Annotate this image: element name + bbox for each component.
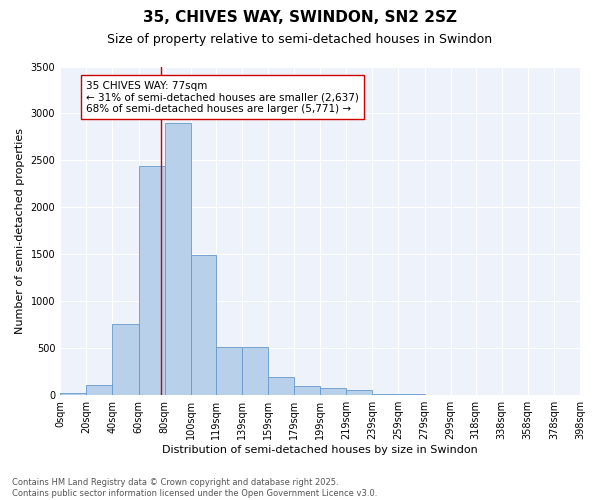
Bar [112,324,139,395]
Bar [242,348,268,395]
Bar [164,123,191,395]
Bar [191,256,215,395]
Y-axis label: Number of semi-detached properties: Number of semi-detached properties [15,128,25,334]
X-axis label: Distribution of semi-detached houses by size in Swindon: Distribution of semi-detached houses by … [162,445,478,455]
Bar [86,385,112,395]
Bar [320,388,346,395]
Bar [139,166,164,395]
Bar [215,348,242,395]
Bar [398,394,425,395]
Bar [373,394,398,395]
Bar [294,386,320,395]
Bar [60,393,86,395]
Text: 35, CHIVES WAY, SWINDON, SN2 2SZ: 35, CHIVES WAY, SWINDON, SN2 2SZ [143,10,457,25]
Bar [346,390,373,395]
Text: 35 CHIVES WAY: 77sqm
← 31% of semi-detached houses are smaller (2,637)
68% of se: 35 CHIVES WAY: 77sqm ← 31% of semi-detac… [86,80,359,114]
Text: Contains HM Land Registry data © Crown copyright and database right 2025.
Contai: Contains HM Land Registry data © Crown c… [12,478,377,498]
Text: Size of property relative to semi-detached houses in Swindon: Size of property relative to semi-detach… [107,32,493,46]
Bar [268,377,294,395]
